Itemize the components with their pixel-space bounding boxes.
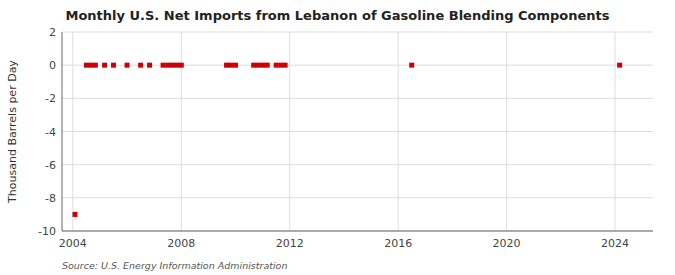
point: [73, 212, 78, 217]
point: [260, 63, 265, 68]
point: [256, 63, 261, 68]
point: [179, 63, 184, 68]
x-grid-line: [615, 32, 616, 231]
point: [170, 63, 175, 68]
y-grid-line: [62, 32, 653, 33]
point: [251, 63, 256, 68]
point: [161, 63, 166, 68]
y-tick-label: -6: [45, 159, 56, 172]
y-axis-line: [62, 32, 63, 231]
point: [233, 63, 238, 68]
point: [174, 63, 179, 68]
point: [138, 63, 143, 68]
title: Monthly U.S. Net Imports from Lebanon of…: [65, 8, 609, 23]
x-tick-label: 2024: [601, 237, 629, 250]
y-grid-line: [62, 98, 653, 99]
point: [84, 63, 89, 68]
point: [283, 63, 288, 68]
y-tick-label: -4: [45, 126, 56, 139]
y-grid-line: [62, 164, 653, 165]
point: [125, 63, 130, 68]
y-tick-label: -8: [45, 192, 56, 205]
point: [147, 63, 152, 68]
chart: Monthly U.S. Net Imports from Lebanon of…: [0, 0, 675, 275]
point: [265, 63, 270, 68]
x-grid-line: [72, 32, 73, 231]
x-tick-label: 2004: [59, 237, 87, 250]
y-grid-line: [62, 131, 653, 132]
point: [409, 63, 414, 68]
point: [89, 63, 94, 68]
y-tick-label: 2: [49, 26, 56, 39]
y-grid-line: [62, 197, 653, 198]
source-note: Source: U.S. Energy Information Administ…: [62, 260, 287, 271]
x-tick-label: 2016: [384, 237, 412, 250]
point: [165, 63, 170, 68]
x-tick-label: 2020: [493, 237, 521, 250]
point: [93, 63, 98, 68]
x-tick-label: 2012: [276, 237, 304, 250]
x-axis-line: [62, 231, 653, 232]
x-grid-line: [289, 32, 290, 231]
y-grid-line: [62, 231, 653, 232]
point: [278, 63, 283, 68]
y-tick-label: 0: [49, 59, 56, 72]
y-tick-label: -2: [45, 92, 56, 105]
grid: [62, 32, 653, 231]
x-grid-line: [506, 32, 507, 231]
point: [228, 63, 233, 68]
point: [224, 63, 229, 68]
point: [617, 63, 622, 68]
point: [102, 63, 107, 68]
y-axis-label: Thousand Barrels per Day: [6, 60, 19, 204]
x-tick-label: 2008: [167, 237, 195, 250]
x-grid-line: [398, 32, 399, 231]
point: [111, 63, 116, 68]
y-tick-label: -10: [38, 225, 56, 238]
points: [73, 63, 623, 217]
x-grid-line: [181, 32, 182, 231]
point: [274, 63, 279, 68]
